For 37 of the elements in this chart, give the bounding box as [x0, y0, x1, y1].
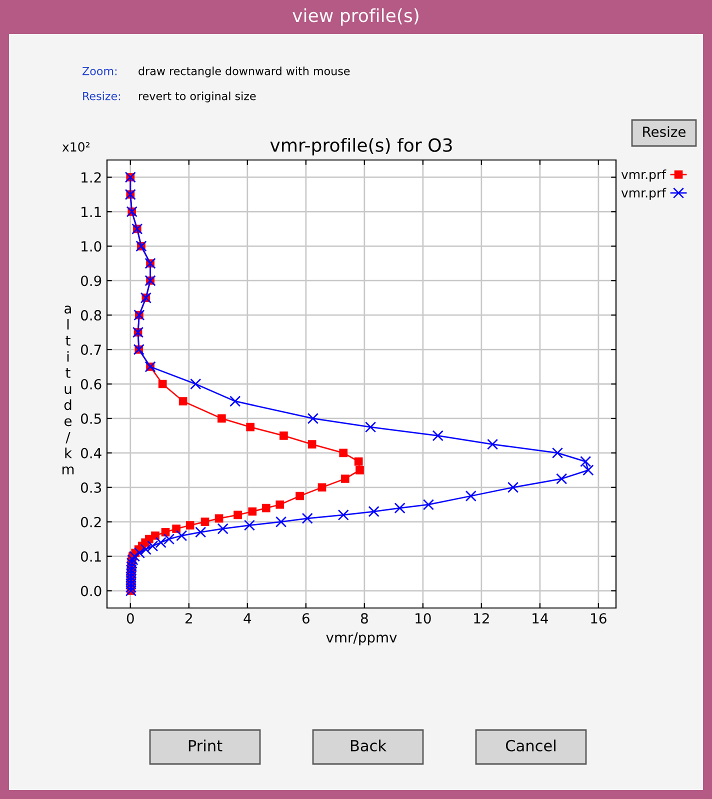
text: Print	[188, 740, 222, 752]
y-tick-label: 0.5	[80, 413, 101, 424]
x-tick-label: 14	[532, 613, 548, 624]
x-tick-label: 4	[244, 613, 252, 624]
legend-label: vmr.prf	[621, 169, 666, 182]
y-tick-label: 0.0	[80, 586, 102, 596]
text: view profile(s)	[292, 8, 418, 26]
chart-title: vmr-profile(s) for O3	[270, 138, 452, 156]
x-tick-label: 8	[360, 613, 368, 624]
y-tick-label: 0.9	[80, 276, 102, 286]
text: Zoom:	[82, 66, 116, 76]
y-tick-label: 0.4	[80, 448, 102, 458]
y-tick-label: 0.3	[80, 482, 102, 493]
y-tick-label: 1.0	[82, 241, 102, 252]
text: x10²	[62, 142, 90, 152]
y-tick-label: 0.2	[80, 516, 101, 528]
text: revert to original size	[139, 92, 256, 102]
x-tick-label: 16	[591, 613, 606, 624]
text: draw rectangle downward with mouse	[138, 66, 350, 78]
text: altitude/km	[62, 306, 74, 474]
text: Resize:	[83, 92, 120, 100]
y-tick-label: 0.6	[80, 378, 102, 390]
y-tick-label: 0.8	[80, 310, 102, 321]
y-tick-label: 1.1	[82, 206, 101, 217]
x-tick-label: 0	[126, 613, 134, 624]
x-axis-title: vmr/ppmv	[326, 632, 397, 646]
x-tick-label: 6	[302, 613, 310, 624]
x-tick-label: 2	[186, 613, 192, 624]
y-tick-label: 1.2	[82, 172, 101, 183]
text: Resize	[643, 126, 686, 138]
text: Back	[350, 740, 386, 752]
y-tick-label: 0.7	[80, 344, 101, 356]
text: Cancel	[506, 740, 556, 752]
legend-label: vmr.prf	[621, 188, 666, 200]
x-tick-label: 12	[474, 613, 489, 624]
x-tick-label: 10	[416, 613, 431, 624]
y-tick-label: 0.1	[80, 551, 101, 562]
